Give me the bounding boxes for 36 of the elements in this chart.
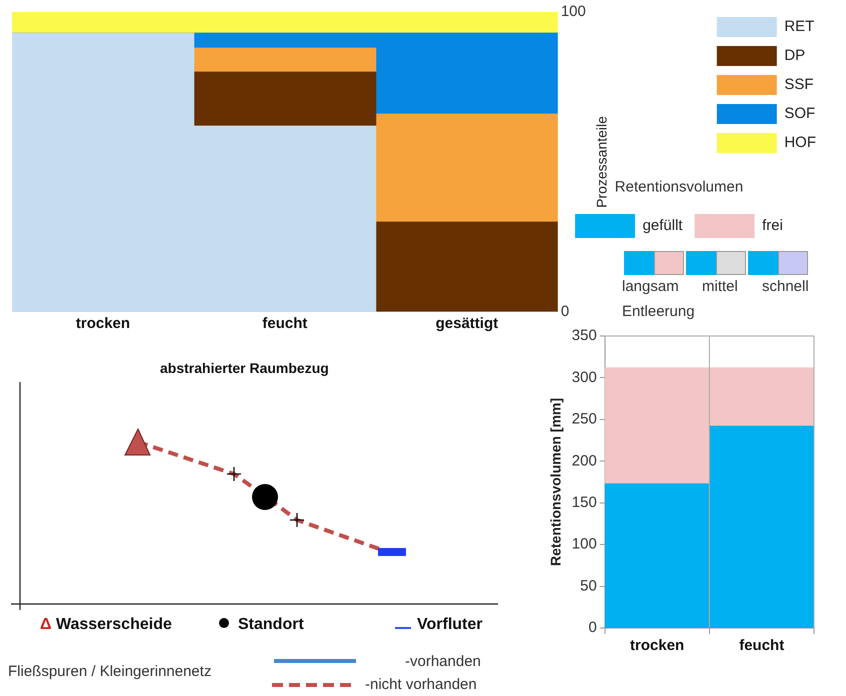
legend-label: frei <box>762 217 783 234</box>
text: Fließspuren / Kleingerinnenetz <box>8 663 212 680</box>
legend-label: SOF <box>784 105 816 122</box>
y-tick-label: 250 <box>572 410 597 428</box>
y-axis-title: Prozessanteile <box>594 116 610 208</box>
y-tick-label: 350 <box>572 327 597 344</box>
text: -nicht vorhanden <box>365 676 477 693</box>
y-axis-title: Retentionsvolumen [mm] <box>547 398 564 566</box>
legend-label: HOF <box>784 134 816 152</box>
legend-title: Retentionsvolumen <box>614 178 744 196</box>
x-tick-label: trocken <box>76 315 130 332</box>
text: Standort <box>238 616 304 634</box>
legend-label: gefüllt <box>642 217 684 234</box>
y-tick-label: 100 <box>560 3 586 20</box>
text: mittel <box>702 278 738 295</box>
text: abstrahierter Raumbezug <box>160 360 329 376</box>
legend-label: DP <box>784 47 806 64</box>
text: Entleerung <box>622 303 695 320</box>
legend-label: SSF <box>784 76 814 94</box>
legend-label: RET <box>784 18 814 36</box>
text: Vorfluter <box>417 616 482 634</box>
y-tick-label: 300 <box>572 368 597 386</box>
text: -vorhanden <box>405 653 481 670</box>
y-tick-label: 50 <box>580 577 597 594</box>
x-tick-label: feucht <box>262 315 308 332</box>
y-tick-label: 100 <box>572 536 597 553</box>
y-tick-label: 0 <box>588 619 597 636</box>
text: schnell <box>762 278 809 295</box>
y-tick-label: 200 <box>572 452 597 470</box>
y-tick-label: 0 <box>560 303 570 320</box>
text: Δ Wasserscheide <box>40 616 172 634</box>
text: langsam <box>622 278 679 295</box>
x-tick-label: feucht <box>739 637 784 654</box>
x-tick-label: gesättigt <box>436 315 498 332</box>
y-tick-label: 150 <box>572 494 597 511</box>
x-tick-label: trocken <box>630 637 684 654</box>
